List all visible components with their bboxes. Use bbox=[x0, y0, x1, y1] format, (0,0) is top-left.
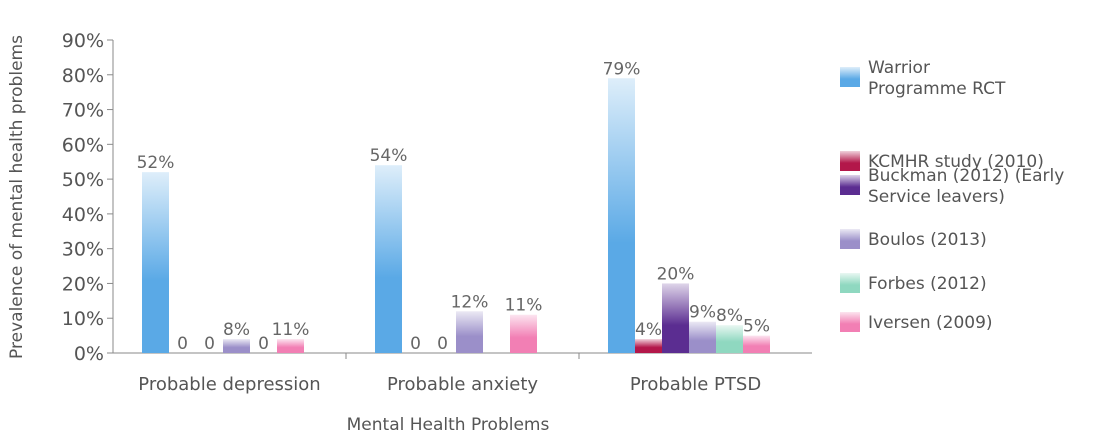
bar-0-2 bbox=[608, 78, 635, 353]
bar-4-2 bbox=[716, 325, 743, 353]
y-tick-label: 20% bbox=[62, 273, 104, 295]
y-tick-label: 60% bbox=[62, 134, 104, 156]
legend-swatch bbox=[840, 67, 860, 87]
y-axis-title: Prevalence of mental health problems bbox=[7, 35, 27, 359]
y-tick-label: 0% bbox=[74, 343, 104, 365]
bar-0-1 bbox=[375, 165, 402, 353]
data-label: 12% bbox=[451, 292, 489, 312]
category-label: Probable anxiety bbox=[387, 374, 538, 395]
legend-swatch bbox=[840, 312, 860, 332]
bar-5-2 bbox=[743, 335, 770, 353]
data-label: 0 bbox=[204, 334, 215, 354]
category-label: Probable PTSD bbox=[630, 374, 761, 395]
legend-label: Programme RCT bbox=[868, 79, 1006, 99]
legend-label: Buckman (2012) (Early bbox=[868, 166, 1064, 186]
y-tick-label: 30% bbox=[62, 239, 104, 261]
legend-swatch bbox=[840, 229, 860, 249]
data-label: 11% bbox=[505, 296, 543, 316]
y-tick-label: 50% bbox=[62, 169, 104, 191]
data-label: 0 bbox=[258, 334, 269, 354]
data-label: 11% bbox=[272, 320, 310, 340]
data-label: 9% bbox=[689, 303, 716, 323]
data-label: 0 bbox=[437, 334, 448, 354]
data-label: 79% bbox=[603, 59, 641, 79]
y-tick-label: 10% bbox=[62, 308, 104, 330]
bar-3-1 bbox=[456, 311, 483, 353]
legend-label: Boulos (2013) bbox=[868, 230, 987, 250]
legend-label: KCMHR study (2010) bbox=[868, 152, 1044, 172]
data-label: 8% bbox=[716, 306, 743, 326]
bar-0-0 bbox=[142, 172, 169, 353]
data-label: 54% bbox=[370, 146, 408, 166]
legend-swatch bbox=[840, 273, 860, 293]
legend-label: Iversen (2009) bbox=[868, 313, 993, 333]
data-label: 52% bbox=[137, 153, 175, 173]
legend-label: Service leavers) bbox=[868, 187, 1005, 207]
y-tick-label: 90% bbox=[62, 30, 104, 52]
legend-swatch bbox=[840, 151, 860, 171]
x-axis-title: Mental Health Problems bbox=[347, 415, 550, 435]
data-label: 8% bbox=[223, 320, 250, 340]
data-label: 0 bbox=[177, 334, 188, 354]
data-label: 4% bbox=[635, 320, 662, 340]
bar-2-2 bbox=[662, 283, 689, 353]
bar-1-2 bbox=[635, 339, 662, 353]
y-tick-label: 80% bbox=[62, 65, 104, 87]
category-label: Probable depression bbox=[138, 374, 320, 395]
legend-label: Forbes (2012) bbox=[868, 274, 987, 294]
legend-label: Warrior bbox=[868, 58, 930, 78]
data-label: 20% bbox=[657, 264, 695, 284]
bar-5-1 bbox=[510, 314, 537, 353]
bar-5-0 bbox=[277, 339, 304, 353]
y-tick-label: 70% bbox=[62, 100, 104, 122]
y-tick-label: 40% bbox=[62, 204, 104, 226]
bar-3-0 bbox=[223, 339, 250, 353]
legend-swatch bbox=[840, 175, 860, 195]
data-label: 5% bbox=[743, 317, 770, 337]
bar-3-2 bbox=[689, 321, 716, 353]
data-label: 0 bbox=[410, 334, 421, 354]
